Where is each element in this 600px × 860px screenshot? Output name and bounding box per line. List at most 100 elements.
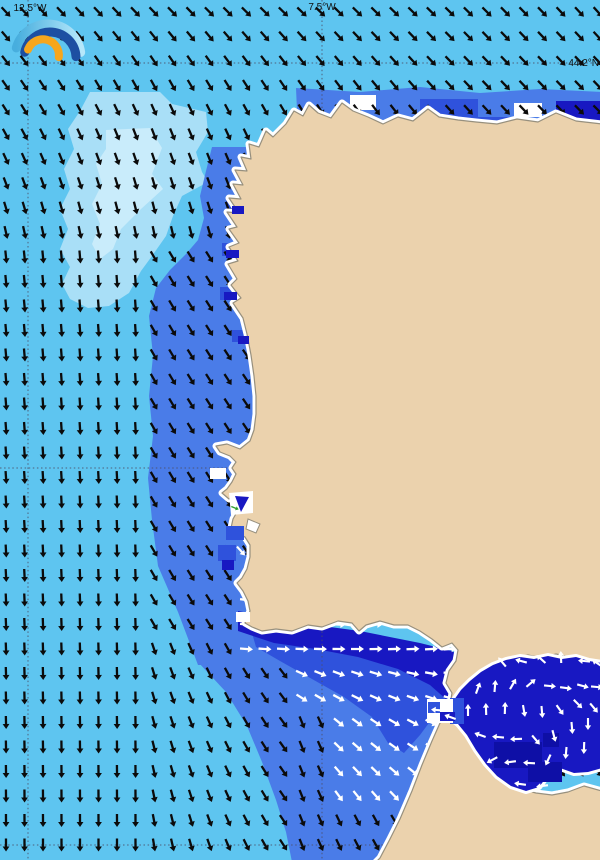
wave-arrow: [113, 446, 121, 460]
wave-arrow: [205, 422, 214, 434]
wave-arrow: [186, 275, 195, 288]
wave-arrow: [205, 275, 214, 287]
wave-arrow: [168, 397, 177, 410]
wave-arrow: [2, 470, 10, 484]
wave-arrow: [278, 765, 288, 777]
wave-arrow: [132, 813, 139, 827]
wave-arrow: [224, 838, 232, 851]
wave-arrow: [444, 6, 455, 17]
wave-arrow: [95, 544, 102, 558]
wave-arrow: [223, 593, 232, 606]
wave-arrow: [206, 838, 214, 852]
wave-arrow: [74, 30, 85, 42]
wave-arrow: [74, 6, 85, 17]
wave-arrow: [150, 152, 158, 166]
wave-arrow: [76, 250, 84, 264]
wave-arrow: [132, 323, 139, 337]
wave-arrow: [21, 446, 28, 460]
wave-arrow: [205, 569, 214, 581]
wave-arrow: [76, 789, 84, 803]
wave-arrow: [39, 813, 47, 827]
wave-arrow: [242, 814, 251, 827]
wave-arrow: [21, 274, 29, 288]
wave-arrow: [76, 225, 84, 239]
wave-arrow: [95, 593, 102, 607]
wave-arrow: [333, 717, 345, 727]
wave-arrow: [168, 79, 177, 92]
wave-arrow: [278, 667, 288, 679]
wave-arrow: [111, 6, 122, 17]
wave-arrow: [95, 691, 102, 705]
wave-arrow: [169, 128, 177, 141]
wave-arrow: [168, 250, 177, 263]
wave-arrow: [518, 79, 529, 91]
wave-arrow: [188, 838, 195, 852]
wave-arrow: [592, 104, 600, 115]
wave-arrow: [132, 666, 139, 680]
wave-arrow: [335, 814, 343, 827]
wave-arrow: [169, 201, 177, 215]
wave-arrow: [332, 645, 346, 653]
wave-arrow: [58, 299, 66, 313]
wave-arrow: [500, 31, 511, 42]
wave-arrow: [205, 740, 214, 753]
wave-arrow: [463, 104, 473, 115]
wave-arrow-white: [589, 702, 598, 713]
longitude-label-mid: 7.5°W: [308, 2, 336, 13]
wave-arrow: [169, 789, 177, 803]
wave-arrow-white: [573, 699, 583, 709]
wave-arrow: [39, 617, 47, 631]
wave-arrow: [21, 666, 28, 680]
wave-arrow: [39, 740, 47, 754]
wave-arrow: [113, 715, 121, 729]
wave-arrow: [224, 152, 232, 165]
wave-arrow: [388, 694, 401, 702]
wave-arrow: [149, 79, 158, 92]
wave-arrow: [75, 103, 84, 116]
wave-arrow: [38, 55, 47, 67]
wave-arrow: [76, 274, 84, 288]
wave-arrow: [389, 31, 400, 42]
wave-arrow: [241, 6, 252, 17]
wave-arrow: [389, 79, 399, 91]
wave-arrow: [351, 694, 364, 702]
wave-arrow: [2, 372, 10, 386]
wave-arrow: [150, 103, 158, 116]
wave-arrow: [297, 79, 306, 91]
wave-arrow: [592, 80, 600, 91]
wave-arrow: [223, 299, 232, 312]
wave-arrow: [151, 691, 158, 705]
wave-arrow: [58, 617, 65, 631]
wave-arrow: [58, 568, 65, 582]
wave-arrow: [426, 55, 436, 66]
wave-arrow: [95, 519, 102, 533]
wave-arrow: [314, 669, 327, 678]
wave-arrow: [39, 666, 47, 680]
wave-arrow: [113, 495, 121, 509]
wave-arrow: [223, 348, 232, 361]
wave-arrow: [406, 670, 420, 678]
wave-arrow: [58, 642, 65, 656]
wave-arrow: [278, 55, 288, 67]
wave-arrow: [537, 80, 547, 91]
wave-arrow: [39, 152, 47, 165]
wave-arrow: [76, 593, 84, 607]
wave-arrow: [223, 642, 232, 655]
wave-arrow: [95, 642, 102, 656]
wave-arrow: [555, 30, 566, 42]
wave-arrow: [39, 274, 47, 288]
wave-arrow: [113, 519, 121, 533]
wave-arrow: [113, 397, 121, 411]
wave-arrow: [113, 323, 121, 337]
wave-arrow: [76, 740, 84, 754]
wave-arrow: [21, 691, 28, 705]
wave-arrow-white: [492, 733, 505, 741]
wave-arrow: [21, 519, 28, 533]
coast-cell-white: [236, 612, 250, 622]
wave-arrow: [113, 593, 121, 607]
wave-arrow: [2, 642, 10, 656]
wave-arrow: [58, 813, 65, 827]
wave-arrow: [149, 324, 158, 337]
wave-arrow-white: [525, 679, 536, 688]
wave-arrow-white: [544, 754, 552, 766]
